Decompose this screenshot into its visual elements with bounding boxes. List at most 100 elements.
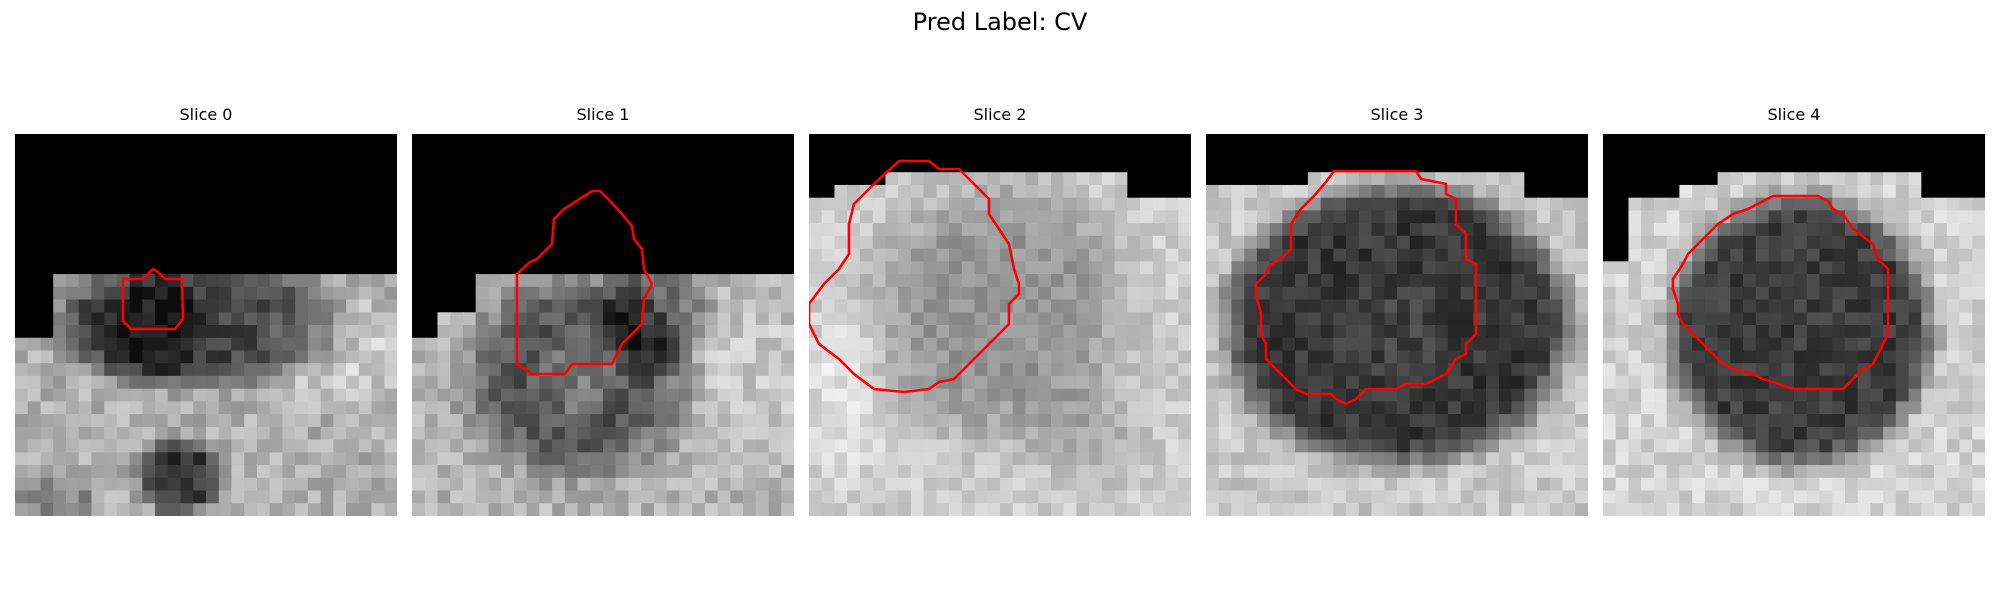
image-pixel xyxy=(679,490,693,504)
image-pixel xyxy=(1743,223,1757,237)
image-pixel xyxy=(1641,388,1655,402)
image-pixel xyxy=(475,388,489,402)
image-pixel xyxy=(539,184,553,199)
image-pixel xyxy=(898,197,912,211)
image-pixel xyxy=(1908,172,1922,186)
image-pixel xyxy=(692,223,706,237)
image-pixel xyxy=(743,159,757,173)
image-pixel xyxy=(295,452,309,466)
image-pixel xyxy=(539,172,553,186)
image-pixel xyxy=(1524,350,1538,364)
image-pixel xyxy=(1231,477,1245,492)
image-pixel xyxy=(577,503,591,516)
image-pixel xyxy=(1870,325,1884,339)
image-pixel xyxy=(1819,184,1833,199)
image-pixel xyxy=(1206,503,1220,516)
image-pixel xyxy=(717,337,731,352)
image-pixel xyxy=(1371,490,1385,504)
image-pixel xyxy=(1972,197,1985,211)
image-pixel xyxy=(1575,426,1588,441)
image-pixel xyxy=(628,197,642,211)
image-pixel xyxy=(666,312,680,326)
image-pixel xyxy=(269,223,283,237)
image-pixel xyxy=(809,223,823,237)
image-pixel xyxy=(1653,261,1668,275)
image-pixel xyxy=(244,375,258,390)
image-pixel xyxy=(142,337,156,352)
image-pixel xyxy=(1717,261,1731,275)
image-pixel xyxy=(1908,503,1922,516)
image-pixel xyxy=(717,197,731,211)
image-pixel xyxy=(1692,465,1706,479)
image-pixel xyxy=(91,439,105,453)
image-pixel xyxy=(590,134,604,148)
image-pixel xyxy=(1140,465,1154,479)
image-pixel xyxy=(987,439,1001,453)
image-pixel xyxy=(1692,503,1706,516)
image-pixel xyxy=(1063,146,1077,161)
image-pixel xyxy=(53,490,67,504)
image-pixel xyxy=(142,172,156,186)
image-pixel xyxy=(1114,159,1128,173)
image-pixel xyxy=(193,503,207,516)
image-pixel xyxy=(1218,286,1233,301)
image-pixel xyxy=(692,299,706,313)
image-pixel xyxy=(1025,452,1039,466)
image-pixel xyxy=(1921,452,1935,466)
image-pixel xyxy=(730,490,744,504)
image-pixel xyxy=(384,223,397,237)
image-pixel xyxy=(193,223,207,237)
image-pixel xyxy=(1537,312,1551,326)
image-pixel xyxy=(743,465,757,479)
image-pixel xyxy=(1000,388,1014,402)
image-pixel xyxy=(1165,363,1179,377)
image-pixel xyxy=(1908,235,1922,250)
image-pixel xyxy=(1883,286,1897,301)
image-pixel xyxy=(1628,350,1642,364)
image-pixel xyxy=(1819,134,1833,148)
image-pixel xyxy=(1832,184,1846,199)
image-pixel xyxy=(603,248,617,262)
image-pixel xyxy=(1781,197,1795,211)
image-pixel xyxy=(320,325,334,339)
image-pixel xyxy=(65,388,80,402)
image-pixel xyxy=(1346,414,1360,428)
image-pixel xyxy=(1127,172,1141,186)
image-pixel xyxy=(1397,223,1411,237)
image-pixel xyxy=(615,350,630,364)
image-pixel xyxy=(1794,274,1808,288)
image-pixel xyxy=(1794,401,1808,415)
image-pixel xyxy=(437,490,451,504)
image-pixel xyxy=(1666,248,1680,262)
image-pixel xyxy=(898,465,912,479)
image-pixel xyxy=(488,134,502,148)
image-pixel xyxy=(1628,146,1642,161)
image-pixel xyxy=(384,375,397,390)
image-pixel xyxy=(1575,146,1588,161)
image-pixel xyxy=(193,134,207,148)
image-pixel xyxy=(462,235,477,250)
image-pixel xyxy=(193,325,207,339)
image-pixel xyxy=(1435,477,1449,492)
image-pixel xyxy=(603,375,617,390)
image-pixel xyxy=(704,388,719,402)
image-pixel xyxy=(53,172,67,186)
image-pixel xyxy=(653,159,668,173)
image-pixel xyxy=(923,337,937,352)
image-pixel xyxy=(1562,414,1576,428)
image-pixel xyxy=(859,223,874,237)
image-pixel xyxy=(1832,401,1846,415)
image-pixel xyxy=(1653,248,1668,262)
image-pixel xyxy=(1473,197,1487,211)
image-pixel xyxy=(898,274,912,288)
image-pixel xyxy=(1908,261,1922,275)
image-pixel xyxy=(462,159,477,173)
image-pixel xyxy=(1768,134,1782,148)
image-pixel xyxy=(1511,197,1525,211)
image-pixel xyxy=(1524,325,1538,339)
image-pixel xyxy=(1549,235,1564,250)
image-pixel xyxy=(1333,146,1347,161)
image-pixel xyxy=(333,452,347,466)
image-pixel xyxy=(1870,452,1884,466)
image-pixel xyxy=(1537,388,1551,402)
